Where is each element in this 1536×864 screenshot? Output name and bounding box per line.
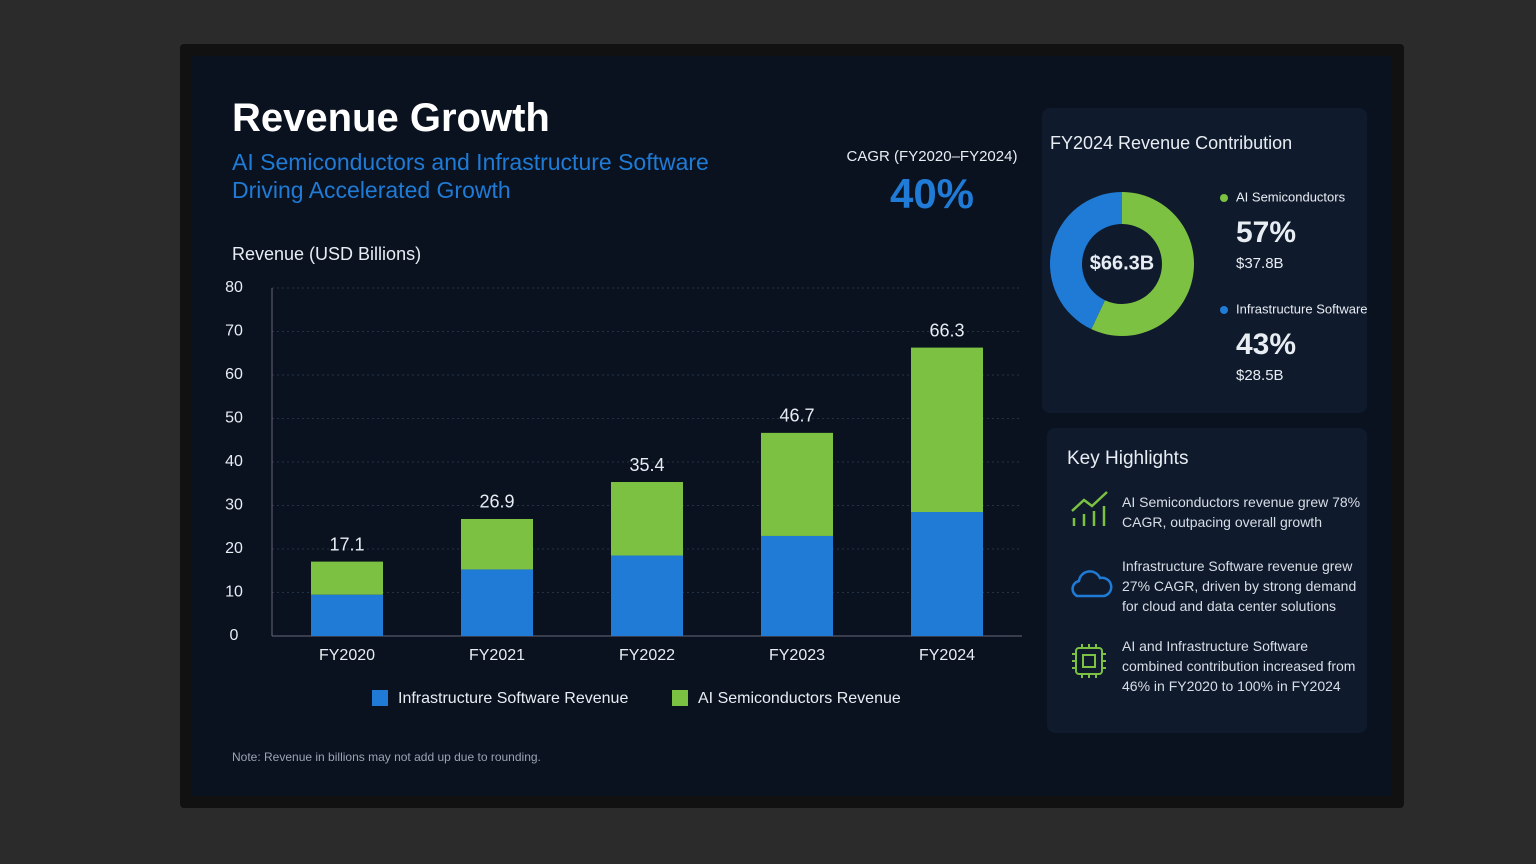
highlights-panel bbox=[1047, 428, 1367, 733]
highlight-text: AI and Infrastructure Software combined … bbox=[1122, 638, 1356, 694]
x-tick-label: FY2024 bbox=[919, 647, 975, 664]
highlight-text: Infrastructure Software revenue grew 27%… bbox=[1122, 558, 1357, 614]
total-label: 26.9 bbox=[479, 492, 514, 512]
screen: Revenue Growth AI Semiconductors and Inf… bbox=[180, 44, 1404, 808]
legend-swatch bbox=[672, 690, 688, 706]
x-tick-label: FY2021 bbox=[469, 647, 525, 664]
bar-segment bbox=[611, 482, 683, 556]
cagr-value: 40% bbox=[889, 170, 975, 217]
bar-segment bbox=[911, 347, 983, 513]
subtitle: AI Semiconductors and Infrastructure Sof… bbox=[232, 149, 709, 203]
y-axis-label: Revenue (USD Billions) bbox=[232, 244, 422, 264]
legend-label: Infrastructure Software bbox=[1236, 301, 1368, 316]
y-tick-label: 10 bbox=[225, 584, 243, 601]
highlights-title: Key Highlights bbox=[1067, 448, 1189, 469]
amount-label: $37.8B bbox=[1236, 255, 1284, 272]
legend-dot bbox=[1220, 194, 1228, 202]
donut-segment bbox=[1091, 192, 1194, 336]
chart: 0 10 20 30 40 50 60 70 80 FY2020 17.1 FY2021 26.9 FY2… bbox=[225, 133, 1368, 707]
legend-label: Infrastructure Software Revenue bbox=[398, 690, 628, 707]
percent-label: 57% bbox=[1236, 216, 1296, 249]
total-label: 35.4 bbox=[629, 455, 664, 475]
legend-label: AI Semiconductors bbox=[1236, 189, 1346, 204]
cagr-label: CAGR (FY2020–FY2024) bbox=[846, 148, 1018, 165]
note: Note: Revenue in billions may not add up… bbox=[232, 750, 541, 764]
total-label: 66.3 bbox=[929, 320, 964, 340]
y-tick-label: 30 bbox=[225, 497, 243, 514]
bar-segment bbox=[911, 512, 983, 636]
legend-label: AI Semiconductors Revenue bbox=[698, 690, 901, 707]
y-tick-label: 40 bbox=[225, 453, 243, 470]
donut-segment bbox=[1050, 192, 1122, 330]
legend-dot bbox=[1220, 306, 1228, 314]
bar-segment bbox=[461, 518, 533, 570]
legend-swatch bbox=[372, 690, 388, 706]
donut-panel bbox=[1042, 108, 1367, 413]
highlight-text: AI Semiconductors revenue grew 78% CAGR,… bbox=[1122, 494, 1361, 530]
growth-icon bbox=[1071, 491, 1108, 526]
chip-icon bbox=[1072, 644, 1106, 678]
y-tick-label: 80 bbox=[225, 279, 243, 296]
y-tick-label: 20 bbox=[225, 540, 243, 557]
title: Revenue Growth bbox=[232, 96, 550, 140]
total-label: 46.7 bbox=[779, 406, 814, 426]
bar-segment bbox=[311, 594, 383, 636]
bar-segment bbox=[461, 569, 533, 636]
y-tick-label: 50 bbox=[225, 410, 243, 427]
bar-segment bbox=[311, 561, 383, 595]
x-tick-label: FY2023 bbox=[769, 647, 825, 664]
percent-label: 43% bbox=[1236, 328, 1296, 361]
y-tick-label: 60 bbox=[225, 366, 243, 383]
amount-label: $28.5B bbox=[1236, 367, 1284, 384]
donut-title: FY2024 Revenue Contribution bbox=[1050, 133, 1292, 153]
x-tick-label: FY2022 bbox=[619, 647, 675, 664]
donut-center: $66.3B bbox=[1090, 252, 1155, 274]
cloud-icon bbox=[1071, 570, 1113, 598]
total-label: 17.1 bbox=[329, 534, 364, 554]
bar-segment bbox=[611, 555, 683, 636]
bar-segment bbox=[761, 535, 833, 636]
x-tick-label: FY2020 bbox=[319, 647, 375, 664]
bar-segment bbox=[761, 432, 833, 536]
y-tick-label: 70 bbox=[225, 323, 243, 340]
y-tick-label: 0 bbox=[230, 627, 239, 644]
